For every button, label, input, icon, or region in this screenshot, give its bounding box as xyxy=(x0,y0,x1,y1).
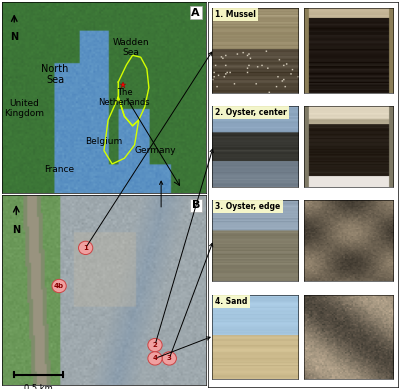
Text: France: France xyxy=(44,165,74,174)
Circle shape xyxy=(52,279,66,293)
Text: 1. Mussel: 1. Mussel xyxy=(215,10,256,19)
Text: 2. Oyster, center: 2. Oyster, center xyxy=(215,108,287,117)
Text: N: N xyxy=(12,225,20,235)
Text: 1: 1 xyxy=(83,245,88,251)
Circle shape xyxy=(148,338,162,352)
Text: Germany: Germany xyxy=(134,146,176,155)
Text: 3: 3 xyxy=(167,356,172,361)
Text: The
Netherlands: The Netherlands xyxy=(98,88,150,107)
Circle shape xyxy=(78,241,93,254)
Text: C: C xyxy=(216,10,224,20)
Text: 4. Sand: 4. Sand xyxy=(215,297,248,306)
Text: 4b: 4b xyxy=(54,283,64,289)
Text: 0.5 km: 0.5 km xyxy=(24,384,53,389)
Text: 3. Oyster, edge: 3. Oyster, edge xyxy=(215,202,280,211)
Text: 4: 4 xyxy=(152,356,158,361)
Circle shape xyxy=(148,352,162,365)
Text: B: B xyxy=(192,200,200,210)
Circle shape xyxy=(162,352,176,365)
Text: 2: 2 xyxy=(153,342,157,348)
Text: Wadden
Sea: Wadden Sea xyxy=(112,38,149,58)
Text: A: A xyxy=(191,8,200,18)
Text: N: N xyxy=(10,32,18,42)
Text: North
Sea: North Sea xyxy=(41,63,69,85)
Text: United
Kingdom: United Kingdom xyxy=(4,99,44,118)
Text: Belgium: Belgium xyxy=(85,137,123,145)
